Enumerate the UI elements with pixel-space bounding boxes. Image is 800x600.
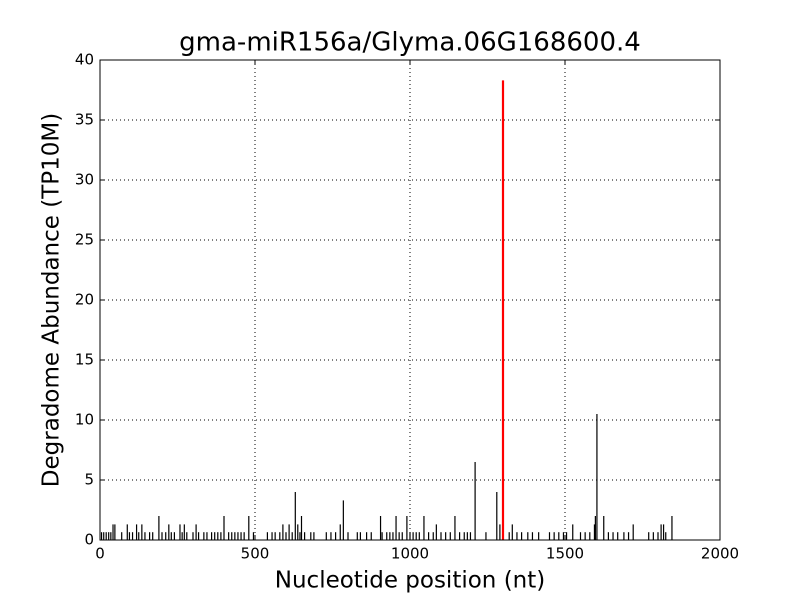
y-tick-label: 30 xyxy=(75,171,94,189)
plot-frame xyxy=(99,59,721,541)
chart-title: gma-miR156a/Glyma.06G168600.4 xyxy=(179,28,641,58)
y-tick-label: 20 xyxy=(75,291,94,309)
y-tick-label: 15 xyxy=(75,351,94,369)
plot-area: 0 5 10 15 20 25 30 35 40 0 500 1000 1500 2000 xyxy=(75,51,739,563)
x-tick-label: 500 xyxy=(241,545,270,563)
y-tick-label: 0 xyxy=(84,531,94,549)
y-tick-label: 40 xyxy=(75,51,94,69)
x-tick-label: 1500 xyxy=(546,545,584,563)
y-tick-label: 25 xyxy=(75,231,94,249)
x-tick-label: 1000 xyxy=(391,545,429,563)
y-tick-label: 10 xyxy=(75,411,94,429)
x-tick-label: 0 xyxy=(95,545,105,563)
x-tick-label: 2000 xyxy=(701,545,739,563)
y-tick-label: 35 xyxy=(75,111,94,129)
y-axis-label: Degradome Abundance (TP10M) xyxy=(39,113,65,487)
y-tick-label: 5 xyxy=(84,471,94,489)
x-axis-label: Nucleotide position (nt) xyxy=(275,568,545,594)
